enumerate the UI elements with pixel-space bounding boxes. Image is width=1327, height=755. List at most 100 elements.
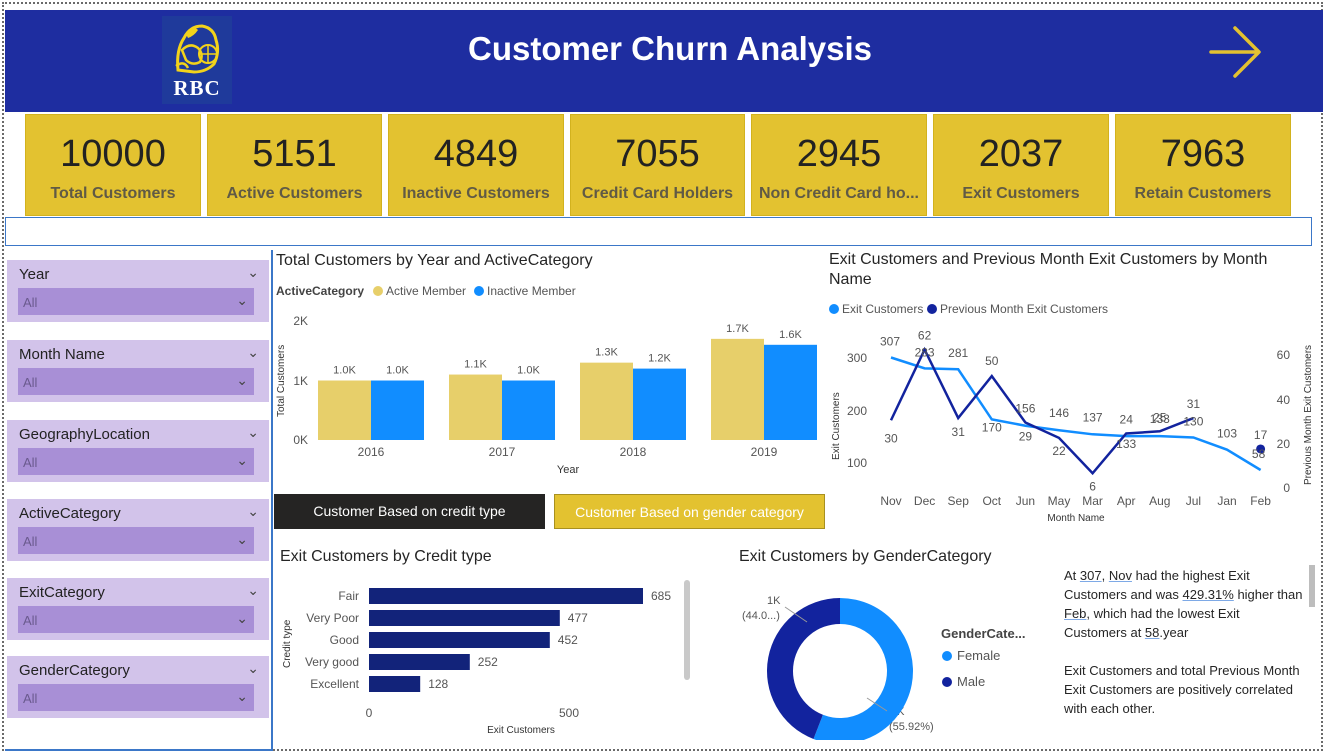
x-tick: Apr: [1117, 494, 1136, 508]
x-tick: 2017: [489, 445, 516, 459]
y-axis-title: Credit type: [282, 619, 293, 668]
gender-category-button[interactable]: Customer Based on gender category: [554, 494, 825, 529]
slicer-title: Month Name: [19, 346, 105, 363]
kpi-value: 4849: [433, 133, 519, 175]
credit-bar: [369, 632, 550, 648]
data-label: 128: [428, 677, 448, 691]
kpi-label: Non Credit Card ho...: [759, 185, 919, 202]
previous-month-data-label: 31: [1187, 397, 1201, 411]
bar-inactive-member: [633, 368, 686, 440]
bar-active-member: [711, 338, 764, 440]
slicer-exit-category: ExitCategory ⌄ All ⌄: [7, 578, 269, 640]
exit-customers-line: [890, 356, 1262, 472]
chevron-down-icon: ⌄: [236, 372, 248, 388]
kpi-value: 2945: [796, 133, 882, 175]
gender-category-dropdown[interactable]: All ⌄: [18, 684, 254, 711]
donut-label-male: 1K: [767, 595, 781, 607]
previous-month-data-label: 25: [1153, 410, 1167, 424]
legend-exit-customers[interactable]: Exit Customers: [829, 302, 923, 316]
chevron-down-icon[interactable]: ⌄: [247, 344, 259, 360]
y2-tick: 20: [1277, 437, 1291, 451]
data-label: 1.0K: [517, 365, 540, 377]
narrative-scrollbar[interactable]: [1309, 565, 1315, 607]
previous-month-data-label: 24: [1120, 413, 1134, 427]
legend-inactive-member[interactable]: Inactive Member: [474, 284, 576, 298]
chevron-down-icon[interactable]: ⌄: [247, 264, 259, 280]
chevron-down-icon[interactable]: ⌄: [247, 424, 259, 440]
exit-data-label: 103: [1217, 427, 1237, 441]
legend-label: Male: [957, 674, 985, 689]
previous-month-data-label: 50: [985, 354, 999, 368]
active-category-dropdown[interactable]: All ⌄: [18, 527, 254, 554]
bar-active-member: [318, 380, 371, 440]
y2-tick: 40: [1277, 393, 1291, 407]
y-tick: 1K: [293, 374, 308, 388]
y2-axis-title: Previous Month Exit Customers: [1303, 345, 1314, 485]
exit-data-label: 146: [1049, 406, 1069, 420]
data-label: 1.6K: [779, 329, 802, 341]
kpi-label: Active Customers: [226, 185, 363, 202]
legend-active-member[interactable]: Active Member: [373, 284, 466, 298]
legend-label: Inactive Member: [487, 284, 576, 298]
x-tick: Nov: [880, 494, 901, 508]
narrative-text: ,: [1101, 568, 1109, 583]
rbc-logo: RBC: [162, 16, 232, 104]
legend-previous-month-exit-customers[interactable]: Previous Month Exit Customers: [927, 302, 1108, 316]
kpi-value: 2037: [978, 133, 1064, 175]
leader-line: [784, 606, 808, 623]
x-tick: 2016: [358, 445, 385, 459]
x-tick: Feb: [1250, 494, 1271, 508]
category-label: Good: [330, 633, 359, 647]
exit-data-label: 170: [982, 420, 1002, 434]
legend-dot: [942, 677, 952, 687]
x-tick: Jun: [1016, 494, 1035, 508]
page-title: Customer Churn Analysis: [467, 30, 873, 67]
previous-month-data-label: 17: [1254, 428, 1268, 442]
logo-text: RBC: [173, 76, 221, 100]
data-point-marker: [1256, 444, 1266, 454]
narrative-value: Feb: [1064, 606, 1087, 621]
bar-active-member: [449, 374, 502, 440]
credit-type-button[interactable]: Customer Based on credit type: [274, 494, 545, 529]
credit-bar: [369, 654, 470, 670]
narrative-text: At: [1064, 568, 1080, 583]
exit-data-label: 58: [1252, 447, 1266, 461]
data-label: 1.0K: [386, 365, 409, 377]
month-chart-title-line2: Name: [829, 271, 872, 288]
category-label: Excellent: [310, 677, 359, 691]
narrative-paragraph-1: At 307, Nov had the highest Exit Custome…: [1064, 566, 1304, 642]
exit-category-dropdown[interactable]: All ⌄: [18, 606, 254, 633]
credit-bar: [369, 676, 421, 692]
chevron-down-icon[interactable]: ⌄: [247, 582, 259, 598]
previous-month-data-label: 22: [1052, 444, 1066, 458]
credit-chart-scrollbar[interactable]: [684, 580, 690, 680]
category-label: Fair: [338, 589, 359, 603]
y-axis-title: Exit Customers: [831, 392, 842, 460]
arrow-right-icon[interactable]: [1205, 24, 1265, 80]
exit-data-label: 133: [1116, 437, 1136, 451]
gender-legend-title: GenderCate...: [941, 626, 1026, 641]
month-name-dropdown[interactable]: All ⌄: [18, 368, 254, 395]
kpi-value: 7963: [1160, 133, 1246, 175]
x-tick: 2019: [751, 445, 778, 459]
chevron-down-icon[interactable]: ⌄: [247, 503, 259, 519]
year-chart-legend-title: ActiveCategory: [276, 284, 365, 298]
chevron-down-icon: ⌄: [236, 292, 248, 308]
narrative-paragraph-2: Exit Customers and total Previous Month …: [1064, 663, 1300, 716]
narrative-text: .year: [1159, 625, 1189, 640]
geography-location-dropdown[interactable]: All ⌄: [18, 448, 254, 475]
chevron-down-icon[interactable]: ⌄: [247, 660, 259, 676]
data-label: 1.0K: [333, 365, 356, 377]
slicer-gender-category: GenderCategory ⌄ All ⌄: [7, 656, 269, 718]
bar-inactive-member: [764, 344, 817, 440]
exit-data-label: 281: [948, 346, 968, 360]
x-tick: Jul: [1186, 494, 1201, 508]
smart-narrative: At 307, Nov had the highest Exit Custome…: [1064, 566, 1304, 718]
narrative-text: , which had the lowest Exit Customers at: [1064, 606, 1240, 640]
year-chart: 2K 1K 0K Total Customers Year 1.0K 1.0K 20…: [276, 314, 817, 476]
y2-tick: 0: [1283, 481, 1290, 495]
legend-label: Active Member: [386, 284, 467, 298]
previous-month-data-label: 31: [952, 425, 966, 439]
year-dropdown[interactable]: All ⌄: [18, 288, 254, 315]
